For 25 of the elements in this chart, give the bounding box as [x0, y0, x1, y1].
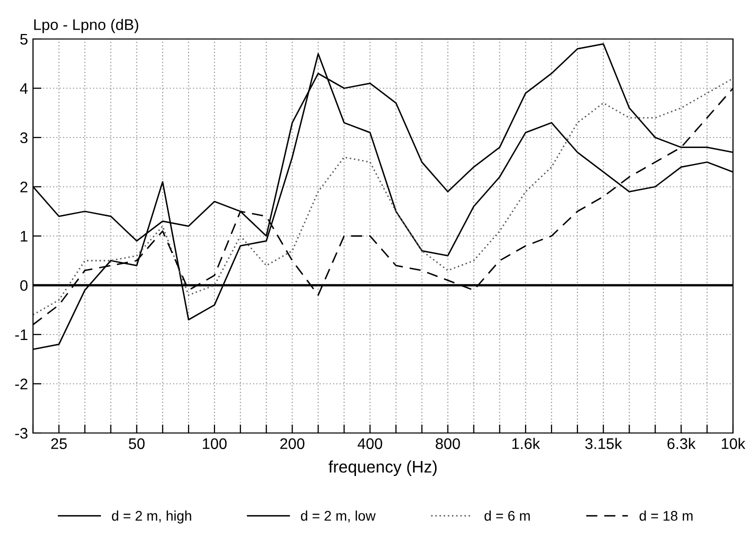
- x-tick-label: 200: [280, 438, 304, 450]
- y-tick-label: 4: [20, 83, 28, 94]
- x-tick-label: 50: [128, 438, 145, 450]
- x-tick-label: 3.15k: [585, 438, 622, 450]
- y-tick-label: 5: [20, 34, 28, 45]
- x-axis-title: frequency (Hz): [328, 460, 437, 476]
- y-tick-label: 3: [20, 132, 28, 144]
- x-tick-label: 800: [436, 438, 460, 450]
- x-tick-label: 1.6k: [512, 438, 540, 450]
- y-tick-label: -2: [15, 378, 28, 390]
- y-tick-label: -1: [15, 330, 28, 340]
- x-tick-label: 400: [358, 438, 382, 450]
- y-tick-label: 0: [20, 280, 28, 291]
- y-tick-label: 2: [20, 182, 28, 192]
- legend-label: d = 2 m, high: [112, 510, 192, 524]
- legend-label: d = 6 m: [484, 510, 530, 521]
- y-tick-label: 1: [20, 231, 28, 242]
- x-tick-label: 10k: [722, 438, 746, 450]
- y-tick-label: -3: [15, 428, 28, 439]
- legend-label: d = 18 m: [640, 510, 693, 521]
- y-axis-title: Lpo - Lpno (dB): [34, 18, 138, 34]
- x-tick-label: 6.3k: [667, 438, 696, 450]
- x-tick-label: 25: [51, 438, 67, 450]
- legend-label: d = 2 m, low: [300, 510, 376, 522]
- x-tick-label: 100: [202, 438, 227, 450]
